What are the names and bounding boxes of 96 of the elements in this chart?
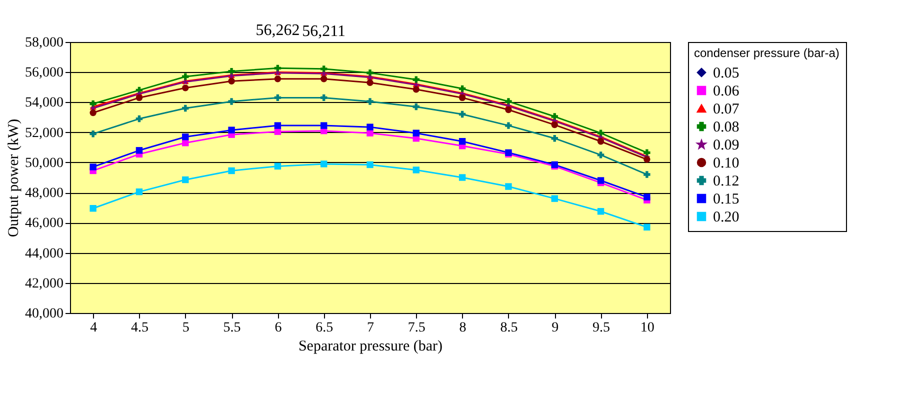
- legend-title: condenser pressure (bar-a): [694, 46, 840, 60]
- point: [644, 171, 650, 178]
- point: [505, 122, 512, 129]
- point: [458, 138, 466, 145]
- point: [182, 133, 189, 140]
- x-tick-label: 7.5: [408, 320, 426, 336]
- point: [90, 109, 96, 116]
- y-tick-label: 42,000: [25, 276, 64, 292]
- point: [90, 205, 96, 212]
- x-tick-label: 5: [182, 320, 190, 336]
- point: [597, 138, 604, 145]
- point: [136, 188, 143, 196]
- point: [182, 176, 189, 184]
- point: [458, 174, 466, 181]
- y-tick-label: 46,000: [25, 216, 64, 232]
- point: [644, 224, 650, 231]
- point: [597, 130, 604, 136]
- point: [182, 104, 189, 112]
- x-tick-label: 8: [459, 320, 466, 336]
- point: [458, 94, 466, 102]
- point: [366, 70, 374, 76]
- x-axis-title: Separator pressure (bar): [298, 338, 443, 354]
- point: [597, 152, 604, 158]
- x-tick-label: 6: [274, 320, 282, 336]
- point: [597, 208, 604, 215]
- point: [320, 66, 328, 72]
- x-tick-label: 9: [552, 320, 559, 336]
- point: [366, 79, 374, 86]
- x-tick-label: 7: [367, 320, 374, 336]
- legend-label: 0.08: [713, 120, 740, 136]
- point: [505, 106, 512, 114]
- point: [551, 195, 558, 202]
- point: [458, 110, 466, 118]
- point: [412, 130, 420, 136]
- y-tick-label: 58,000: [25, 36, 64, 50]
- point: [551, 135, 558, 142]
- annotation: 56,211: [302, 22, 346, 40]
- point: [366, 161, 374, 168]
- point: [274, 76, 282, 82]
- point: [412, 86, 420, 93]
- x-tick-label: 10: [640, 320, 654, 336]
- point: [136, 115, 143, 122]
- y-tick-label: 48,000: [25, 186, 64, 202]
- point: [136, 94, 143, 102]
- point: [228, 68, 235, 75]
- y-tick-label: 52,000: [25, 126, 64, 141]
- legend-label: 0.15: [713, 192, 740, 208]
- point: [228, 126, 235, 134]
- point: [412, 166, 420, 174]
- point: [644, 156, 650, 163]
- y-tick-label: 56,000: [25, 66, 64, 81]
- point: [228, 167, 235, 174]
- point: [228, 98, 235, 105]
- annotation: 56,262: [256, 22, 300, 40]
- legend-label: 0.20: [713, 210, 740, 226]
- point: [320, 122, 328, 129]
- point: [597, 177, 604, 184]
- point: [274, 122, 282, 129]
- point: [366, 130, 374, 136]
- point: [366, 98, 374, 105]
- y-tick-label: 40,000: [25, 306, 64, 322]
- x-tick-label: 6.5: [316, 320, 334, 336]
- y-axis-title: Output power (kW): [6, 118, 22, 238]
- y-tick-label: 50,000: [25, 156, 64, 171]
- legend-label: 0.07: [713, 102, 740, 118]
- point: [644, 194, 650, 200]
- point: [366, 124, 374, 130]
- legend-label: 0.10: [713, 156, 740, 172]
- point: [136, 147, 143, 154]
- x-tick-label: 4.5: [130, 320, 148, 336]
- legend-label: 0.12: [713, 174, 740, 190]
- x-tick-label: 9.5: [592, 320, 610, 336]
- legend-label: 0.06: [713, 84, 740, 100]
- x-tick-label: 4: [90, 320, 98, 336]
- x-tick-label: 8.5: [500, 320, 518, 336]
- point: [320, 160, 328, 168]
- point: [274, 94, 282, 102]
- y-tick-label: 54,000: [25, 96, 64, 111]
- point: [228, 78, 235, 84]
- point: [505, 98, 512, 105]
- point: [551, 113, 558, 120]
- point: [320, 76, 328, 82]
- point: [274, 162, 282, 170]
- point: [90, 100, 96, 108]
- point: [644, 149, 650, 156]
- legend-label: 0.09: [713, 138, 740, 154]
- x-tick-label: 5.5: [223, 320, 241, 336]
- point: [90, 164, 96, 170]
- point: [505, 183, 512, 190]
- point: [551, 121, 558, 128]
- point: [182, 84, 189, 92]
- point: [320, 94, 328, 102]
- y-tick-label: 44,000: [25, 246, 64, 262]
- point: [412, 103, 420, 110]
- point: [90, 130, 96, 138]
- legend-label: 0.05: [713, 66, 740, 82]
